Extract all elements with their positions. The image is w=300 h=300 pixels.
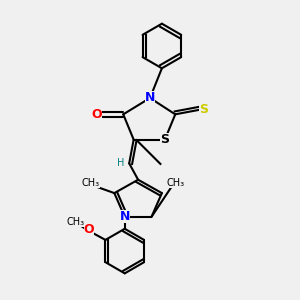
Text: S: S: [160, 133, 169, 146]
Text: CH₃: CH₃: [67, 217, 85, 227]
Text: N: N: [119, 210, 130, 224]
Text: O: O: [91, 108, 102, 121]
Text: CH₃: CH₃: [166, 178, 184, 188]
Text: S: S: [199, 103, 208, 116]
Text: N: N: [145, 92, 155, 104]
Text: CH₃: CH₃: [82, 178, 100, 188]
Text: O: O: [84, 223, 94, 236]
Text: H: H: [117, 158, 124, 168]
